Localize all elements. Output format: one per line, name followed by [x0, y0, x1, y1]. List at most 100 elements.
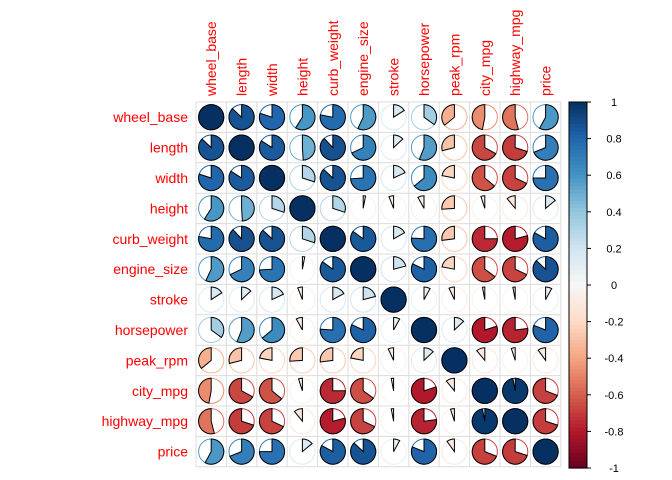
- pie-wedge: [301, 256, 306, 270]
- pie-wedge: [502, 438, 528, 465]
- pie-wedge: [228, 225, 255, 252]
- pie-cell: [380, 104, 407, 131]
- colorbar-segment: [569, 164, 587, 169]
- pie-wedge: [351, 134, 377, 161]
- colorbar-segment: [569, 413, 587, 418]
- pie-wedge: [259, 347, 273, 362]
- pie-cell: [198, 195, 225, 222]
- pie-cell: [410, 104, 438, 131]
- pie-wedge: [502, 225, 529, 252]
- colorbar-segment: [569, 457, 587, 462]
- pie-wedge: [441, 134, 455, 152]
- pie-cell: [441, 256, 468, 283]
- pie-wedge: [350, 377, 375, 404]
- pie-wedge: [204, 438, 225, 465]
- column-label-city_mpg: city_mpg: [477, 40, 493, 96]
- row-label-curb_weight: curb_weight: [113, 231, 189, 247]
- pie-wedge: [418, 134, 438, 161]
- pie-wedge: [228, 377, 254, 404]
- colorbar-segment: [569, 449, 587, 454]
- colorbar-segment: [569, 193, 587, 198]
- pie-wedge: [533, 134, 559, 161]
- pie-wedge: [393, 256, 407, 270]
- pie-wedge: [319, 377, 346, 404]
- colorbar-segment: [569, 153, 587, 158]
- row-label-highway_mpg: highway_mpg: [102, 413, 188, 429]
- pie-wedge: [319, 225, 346, 252]
- pie-wedge: [512, 286, 516, 300]
- colorbar-segment: [569, 314, 587, 319]
- column-label-engine_size: engine_size: [355, 21, 371, 96]
- colorbar-segment: [569, 332, 587, 337]
- pie-cell: [319, 408, 346, 435]
- pie-wedge: [198, 347, 212, 370]
- pie-wedge: [441, 256, 455, 270]
- colorbar-segment: [569, 361, 587, 367]
- pie-wedge: [388, 195, 395, 209]
- pie-wedge: [362, 195, 367, 209]
- pie-cell: [350, 316, 377, 344]
- colorbar-segment: [569, 391, 587, 396]
- colorbar-segment: [569, 204, 587, 209]
- pie-wedge: [502, 104, 519, 131]
- colorbar-segment: [569, 263, 587, 268]
- pie-cell: [350, 225, 377, 252]
- pie-cell: [228, 134, 255, 161]
- colorbar-segment: [569, 134, 587, 140]
- colorbar-segment: [569, 306, 587, 312]
- pie-cell: [228, 256, 255, 283]
- colorbar-segment: [569, 237, 587, 242]
- pie-cell: [380, 316, 407, 344]
- colorbar-tick-label: 0.8: [606, 134, 621, 146]
- pie-cell: [441, 438, 468, 465]
- pie-wedge: [471, 225, 498, 252]
- pie-cell: [228, 408, 255, 435]
- pie-cell: [198, 256, 225, 283]
- colorbar-segment: [569, 405, 587, 411]
- pie-cell: [380, 164, 407, 192]
- pie-cell: [350, 195, 377, 222]
- colorbar-tick-label: -0.6: [605, 390, 624, 402]
- pie-cell: [258, 104, 286, 131]
- pie-cell: [350, 286, 377, 313]
- colorbar-segment: [569, 226, 587, 231]
- pie-cell: [228, 104, 255, 131]
- pie-wedge: [301, 134, 316, 161]
- pie-cell: [258, 134, 286, 161]
- colorbar-segment: [569, 295, 587, 301]
- pie-wedge: [410, 225, 438, 252]
- pie-cell: [198, 134, 225, 161]
- colorbar-segment: [569, 347, 587, 352]
- pie-wedge: [293, 408, 303, 423]
- pie-wedge: [480, 195, 486, 209]
- pie-cell: [258, 347, 286, 374]
- pie-cell: [502, 438, 529, 465]
- pie-cell: [380, 256, 407, 283]
- pie-cell: [380, 286, 407, 313]
- pie-wedge: [417, 195, 425, 209]
- pie-cell: [258, 195, 286, 222]
- colorbar-segment: [569, 197, 587, 202]
- pie-cell: [380, 438, 407, 465]
- colorbar-tick-label: 0.6: [606, 170, 621, 182]
- pie-cell: [471, 134, 498, 161]
- pie-cell: [228, 286, 255, 313]
- colorbar-segment: [569, 127, 587, 132]
- pie-cell: [410, 164, 438, 192]
- pie-wedge: [229, 438, 255, 465]
- pie-cell: [350, 256, 377, 283]
- pie-wedge: [471, 104, 486, 131]
- pie-wedge: [537, 347, 547, 362]
- pie-cell: [319, 256, 346, 283]
- pie-cell: [319, 104, 346, 131]
- pie-wedge: [198, 377, 212, 404]
- colorbar-segment: [569, 435, 587, 440]
- colorbar-segment: [569, 142, 587, 147]
- pie-cell: [471, 195, 498, 222]
- pie-cell: [258, 286, 286, 313]
- pie-cell: [228, 195, 255, 222]
- pie-wedge: [271, 286, 285, 301]
- pie-cell: [441, 164, 468, 192]
- pie-cell: [198, 286, 225, 313]
- pie-wedge: [258, 164, 286, 192]
